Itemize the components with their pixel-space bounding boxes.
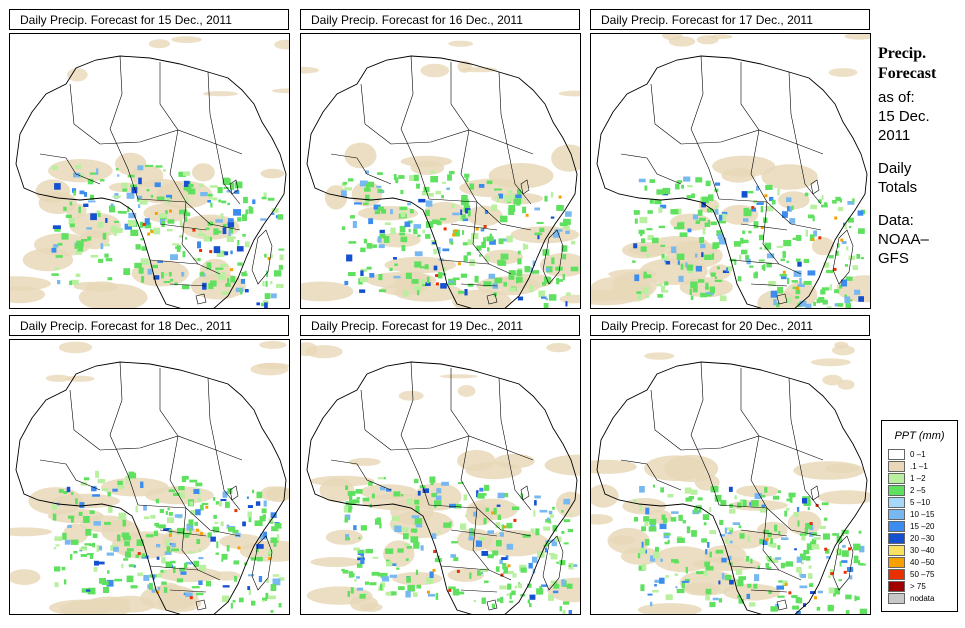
as-of-label: as of: [878,89,915,106]
legend-label: nodata [910,594,935,603]
country-borders [330,361,564,611]
legend-item: 5 –10 [888,497,954,508]
legend-swatch [888,545,905,556]
data-label: Data: [878,212,914,229]
africa-map [301,40,580,308]
drizzle-areas [591,34,870,308]
precip-map [590,339,871,615]
as-of-date: 15 Dec. [878,108,930,125]
legend-label: 2 –5 [910,486,926,495]
precip-field [632,176,865,308]
drizzle-areas [10,36,289,308]
precip-field [633,484,868,614]
panel-title: Daily Precip. Forecast for 16 Dec., 2011 [300,9,580,30]
legend-label: 50 –75 [910,570,935,579]
legend-swatch [888,461,905,472]
precip-field [341,476,578,614]
ppt-legend: PPT (mm) 0 –1 .1 –1 1 –2 2 –5 5 –10 10 –15 15 … [881,420,958,612]
legend-swatch [888,497,905,508]
legend-swatch [888,473,905,484]
panel-title: Daily Precip. Forecast for 19 Dec., 2011 [300,315,580,336]
data-source-2: GFS [878,250,909,267]
precip-map [590,33,871,309]
drizzle-areas [301,40,580,308]
africa-map [10,340,289,614]
panel-title: Daily Precip. Forecast for 20 Dec., 2011 [590,315,870,336]
legend-label: > 75 [910,582,926,591]
legend-title: PPT (mm) [894,430,945,442]
legend-item: 10 –15 [888,509,954,520]
legend-item: 40 –50 [888,557,954,568]
coastline [306,55,578,308]
legend-item: .1 –1 [888,461,954,472]
africa-map [10,36,289,308]
precip-map [9,339,290,615]
africa-map [591,341,870,614]
legend-swatch [888,557,905,568]
legend-item: 50 –75 [888,569,954,580]
legend-item: 1 –2 [888,473,954,484]
coastline [596,55,868,308]
legend-item: 0 –1 [888,449,954,460]
side-annotation: Precip. Forecast as of: 15 Dec. 2011 Dai… [878,44,964,268]
coastline [15,55,287,308]
legend-label: 40 –50 [910,558,935,567]
drizzle-areas [591,341,870,614]
country-borders [620,55,854,305]
africa-map [301,342,580,614]
precip-field [51,164,285,308]
legend-label: 5 –10 [910,498,931,507]
country-borders [39,361,273,611]
legend-swatch [888,509,905,520]
data-source-1: NOAA– [878,231,929,248]
africa-map [591,34,870,308]
legend-swatch [888,449,905,460]
legend-item: > 75 [888,581,954,592]
legend-label: 10 –15 [910,510,935,519]
legend-label: 1 –2 [910,474,926,483]
legend-swatch [888,569,905,580]
coastline [15,361,287,614]
country-borders [330,55,564,305]
legend-swatch [888,521,905,532]
drizzle-areas [10,340,289,614]
legend-label: .1 –1 [910,462,928,471]
precip-field [341,170,579,308]
as-of-year: 2011 [878,127,911,144]
legend-swatch [888,533,905,544]
panel-title: Daily Precip. Forecast for 18 Dec., 2011 [9,315,289,336]
legend-item: nodata [888,593,954,604]
country-borders [39,55,273,305]
legend-item: 20 –30 [888,533,954,544]
legend-label: 30 –40 [910,546,935,555]
side-heading-1: Precip. [878,45,927,62]
legend-item: 15 –20 [888,521,954,532]
legend-label: 0 –1 [910,450,926,459]
panel-title: Daily Precip. Forecast for 17 Dec., 2011 [590,9,870,30]
precip-map [9,33,290,309]
coastline [596,361,868,614]
legend-item: 30 –40 [888,545,954,556]
legend-swatch [888,485,905,496]
legend-label: 15 –20 [910,522,935,531]
legend-swatch [888,581,905,592]
legend-label: 20 –30 [910,534,935,543]
coastline [306,361,578,614]
legend-item: 2 –5 [888,485,954,496]
legend-swatch [888,593,905,604]
daily-label: Daily [878,160,912,177]
country-borders [620,361,854,611]
precip-map [300,339,581,615]
totals-label: Totals [878,179,918,196]
panel-title: Daily Precip. Forecast for 15 Dec., 2011 [9,9,289,30]
side-heading-2: Forecast [878,65,937,82]
precip-map [300,33,581,309]
